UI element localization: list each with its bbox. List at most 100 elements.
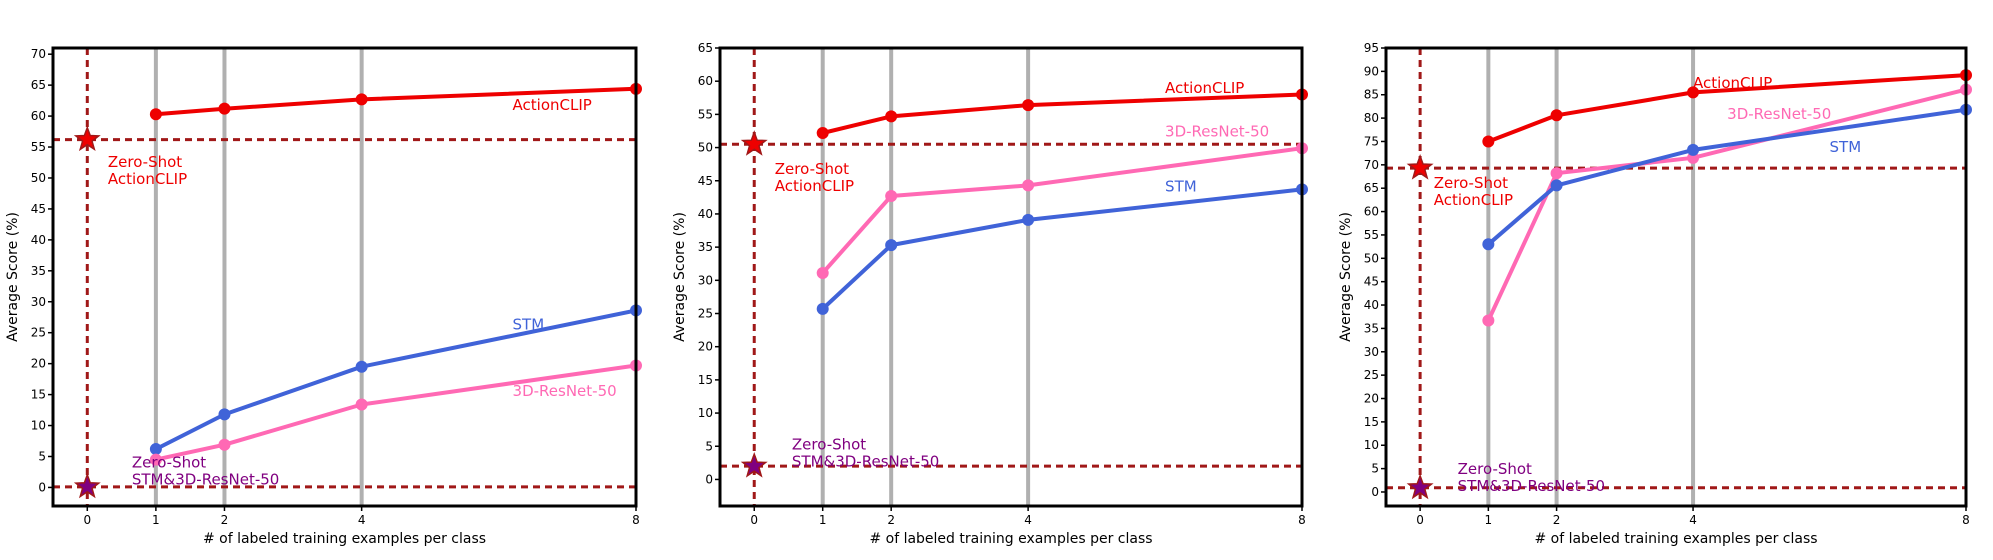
x-tick-label: 8	[632, 513, 640, 527]
data-point	[1482, 238, 1495, 251]
y-tick-label: 60	[698, 74, 713, 88]
x-tick-label: 8	[1962, 513, 1970, 527]
x-tick-label: 2	[1553, 513, 1561, 527]
zero-shot-star-marker	[740, 130, 768, 156]
x-tick-label: 4	[1024, 513, 1032, 527]
y-tick-label: 5	[1371, 462, 1379, 476]
zero-shot-annotation: ActionCLIP	[775, 177, 854, 195]
y-tick-label: 45	[698, 174, 713, 188]
y-tick-label: 55	[1364, 228, 1379, 242]
y-tick-label: 55	[698, 107, 713, 121]
chart-panel-3: ActionCLIP3D-ResNet-50STMZero-ShotAction…	[1338, 41, 1972, 547]
y-tick-label: 90	[1364, 64, 1379, 78]
series-line-stm	[821, 187, 1303, 311]
zero-shot-annotation: STM&3D-ResNet-50	[1458, 477, 1605, 495]
y-tick-label: 20	[31, 357, 46, 371]
x-tick-label: 1	[1485, 513, 1493, 527]
y-tick-label: 35	[1364, 321, 1379, 335]
series-line-actionclip	[155, 86, 637, 117]
data-point	[1022, 99, 1035, 112]
x-tick-label: 0	[1416, 513, 1424, 527]
series-line-stm	[1487, 107, 1967, 246]
y-tick-label: 70	[1364, 158, 1379, 172]
y-tick-label: 25	[1364, 368, 1379, 382]
data-point	[816, 302, 829, 315]
zero-shot-star-marker	[1406, 153, 1434, 180]
y-tick-label: 15	[698, 373, 713, 387]
y-tick-label: 30	[31, 295, 46, 309]
data-point	[355, 398, 368, 411]
y-tick-label: 0	[38, 480, 46, 494]
x-tick-label: 8	[1298, 513, 1306, 527]
chart-panel-1: ActionCLIPSTM3D-ResNet-50Zero-ShotAction…	[5, 46, 642, 547]
series-label: ActionCLIP	[513, 96, 592, 114]
x-tick-label: 1	[152, 513, 160, 527]
zero-shot-annotation: ActionCLIP	[108, 170, 187, 188]
data-point	[1022, 179, 1035, 192]
data-point	[1550, 179, 1563, 192]
y-tick-label: 20	[698, 340, 713, 354]
series-label: STM	[1830, 138, 1862, 156]
y-tick-label: 35	[31, 264, 46, 278]
x-axis-label: # of labeled training examples per class	[203, 531, 486, 547]
y-tick-label: 5	[705, 439, 713, 453]
zero-shot-annotation: Zero-Shot	[792, 436, 866, 454]
y-tick-label: 70	[31, 47, 46, 61]
data-point	[218, 102, 231, 115]
series-line-3d-resnet-50	[821, 146, 1303, 275]
data-point	[1022, 213, 1035, 226]
zero-shot-star-marker	[740, 452, 768, 478]
x-tick-label: 0	[83, 513, 91, 527]
x-axis-label: # of labeled training examples per class	[1534, 531, 1817, 547]
zero-shot-annotation: Zero-Shot	[775, 160, 849, 178]
axes-frame	[51, 46, 638, 508]
series-label: ActionCLIP	[1693, 74, 1772, 92]
y-tick-label: 20	[1364, 392, 1379, 406]
series-line-3d-resnet-50	[1486, 87, 1967, 322]
data-point	[885, 190, 898, 203]
y-tick-label: 50	[31, 171, 46, 185]
series-label: STM	[1165, 177, 1197, 195]
data-point	[355, 93, 368, 106]
y-tick-label: 40	[31, 233, 46, 247]
y-tick-label: 35	[698, 240, 713, 254]
x-tick-label: 2	[221, 513, 229, 527]
y-tick-label: 65	[698, 41, 713, 55]
x-tick-label: 4	[1689, 513, 1697, 527]
x-tick-label: 1	[819, 513, 827, 527]
x-tick-label: 2	[887, 513, 895, 527]
axes-frame	[1384, 46, 1968, 508]
data-point	[816, 126, 829, 139]
y-tick-label: 80	[1364, 111, 1379, 125]
data-point	[885, 110, 898, 123]
y-axis-label: Average Score (%)	[1338, 212, 1354, 342]
y-tick-label: 65	[31, 78, 46, 92]
series-line-3d-resnet-50	[155, 363, 637, 462]
zero-shot-annotation: Zero-Shot	[108, 153, 182, 171]
y-tick-label: 50	[698, 141, 713, 155]
series-line-stm	[154, 308, 637, 451]
data-point	[149, 443, 162, 456]
zero-shot-star-marker	[73, 125, 101, 152]
data-point	[1687, 143, 1700, 156]
y-tick-label: 45	[1364, 275, 1379, 289]
data-point	[885, 239, 898, 252]
series-label: 3D-ResNet-50	[513, 382, 617, 400]
data-point	[1482, 314, 1495, 327]
y-tick-label: 25	[698, 307, 713, 321]
y-tick-label: 55	[31, 140, 46, 154]
data-point	[1482, 135, 1495, 148]
y-tick-label: 0	[705, 472, 713, 486]
y-tick-label: 10	[1364, 438, 1379, 452]
y-tick-label: 40	[698, 207, 713, 221]
series-line-actionclip	[1487, 73, 1967, 144]
y-tick-label: 50	[1364, 251, 1379, 265]
y-tick-label: 95	[1364, 41, 1379, 55]
zero-shot-annotation: Zero-Shot	[1434, 174, 1508, 192]
zero-shot-annotation: Zero-Shot	[132, 454, 206, 472]
y-axis-label: Average Score (%)	[672, 212, 688, 342]
y-tick-label: 10	[31, 419, 46, 433]
x-tick-label: 0	[750, 513, 758, 527]
